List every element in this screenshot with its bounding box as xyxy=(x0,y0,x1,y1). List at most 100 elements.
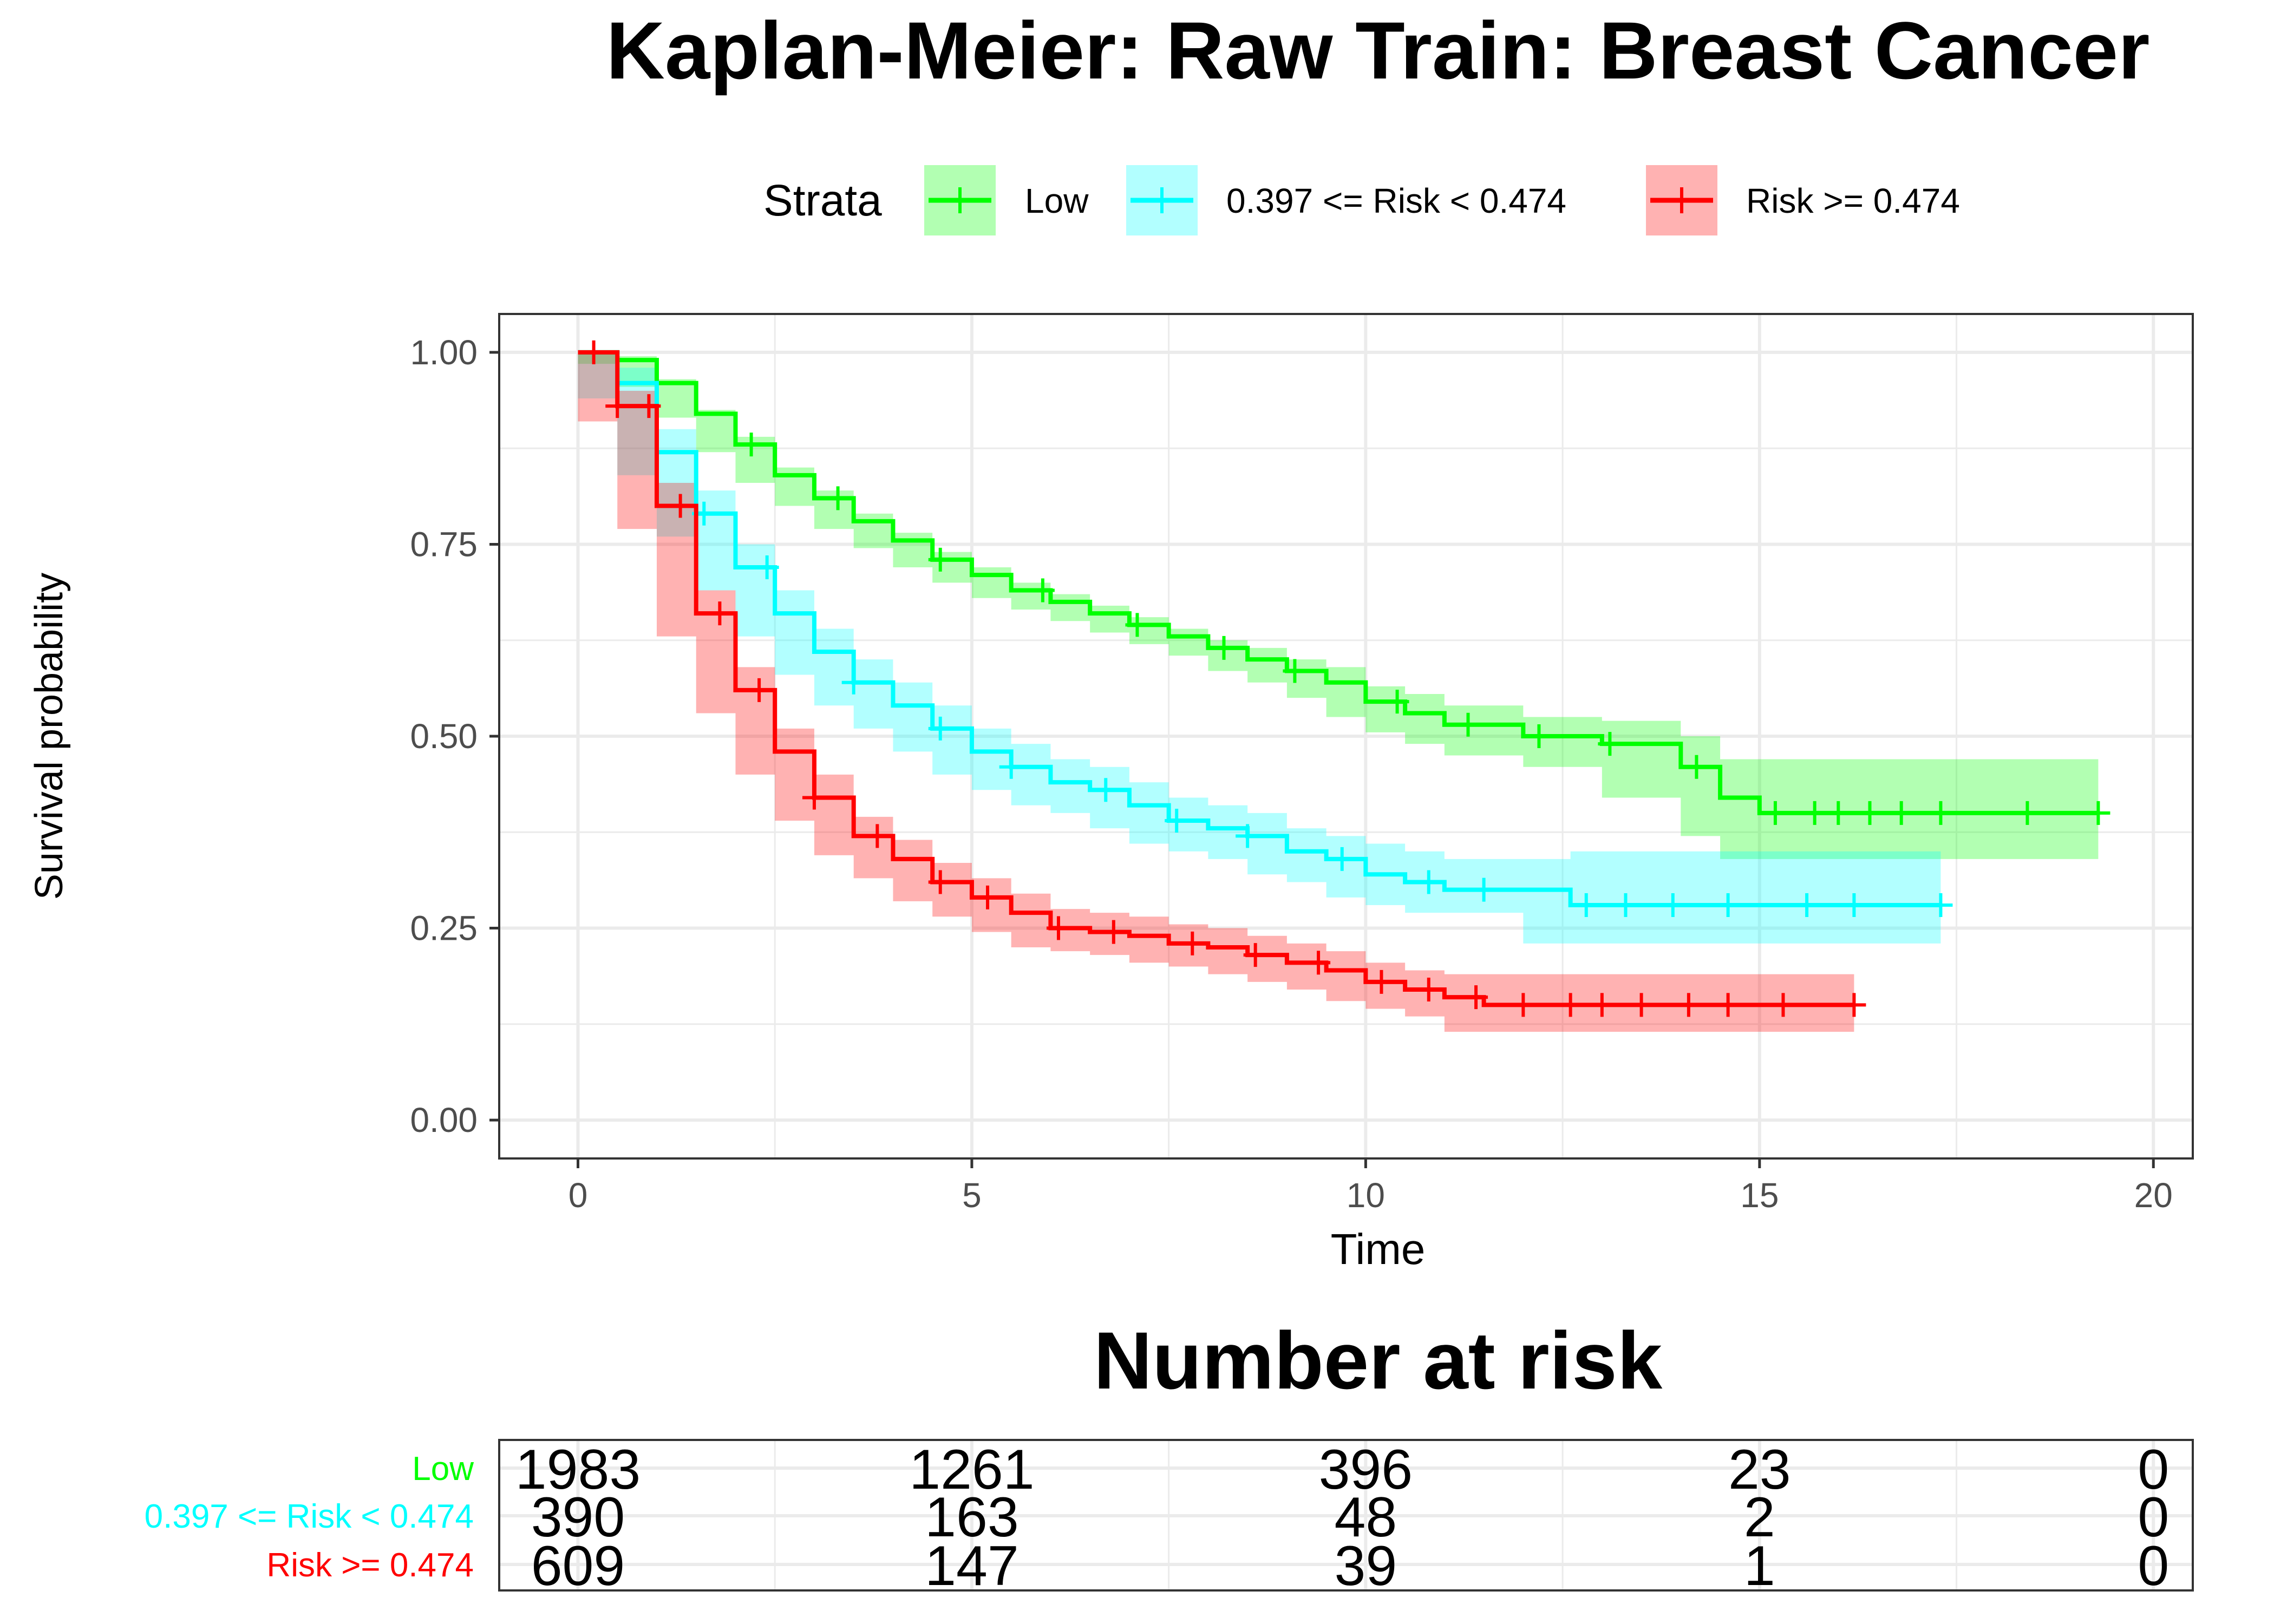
censor-mark xyxy=(1802,801,1827,825)
y-axis-title: Survival probability xyxy=(28,573,71,900)
censor-mark xyxy=(1842,993,1866,1017)
y-tick-label: 0.50 xyxy=(410,717,478,756)
y-tick-label: 0.25 xyxy=(410,909,478,948)
x-tick-label: 0 xyxy=(568,1176,588,1215)
y-tick-label: 0.75 xyxy=(410,525,478,564)
plot-area: 0 5 10 15 20 0.00 0.25 0.50 0.75 1.00 xyxy=(410,313,2194,1215)
risk-count: 1983 xyxy=(515,1438,641,1501)
risk-table: Low 1983 1261 396 23 0 0.397 <= Risk < 0.474 39… xyxy=(145,1438,2194,1597)
censor-mark xyxy=(1716,993,1740,1017)
censor-mark xyxy=(1929,801,1953,825)
table-border xyxy=(498,1439,2194,1592)
confidence-band xyxy=(578,352,1941,944)
censor-mark xyxy=(1795,893,1819,917)
risk-row-label: Risk >= 0.474 xyxy=(266,1547,474,1584)
censor-mark xyxy=(802,785,826,810)
censor-mark xyxy=(1527,724,1551,748)
y-tick-label: 1.00 xyxy=(410,333,478,372)
censor-mark xyxy=(1101,920,1126,944)
censor-mark xyxy=(928,716,952,741)
censor-mark xyxy=(1243,943,1267,967)
legend-label: 0.397 <= Risk < 0.474 xyxy=(1226,181,1566,220)
censor-mark xyxy=(1306,951,1331,975)
confidence-band xyxy=(578,352,2099,859)
legend-title: Strata xyxy=(763,176,882,225)
censor-mark xyxy=(1661,893,1685,917)
censor-mark xyxy=(1464,985,1488,1010)
censor-mark xyxy=(637,394,661,418)
censor-mark xyxy=(605,394,630,418)
censor-mark xyxy=(1030,578,1055,603)
censor-mark xyxy=(1236,824,1260,848)
censor-mark xyxy=(999,755,1023,779)
legend-label: Low xyxy=(1025,181,1089,220)
x-tick-label: 20 xyxy=(2134,1176,2173,1215)
risk-count: 396 xyxy=(1319,1438,1413,1501)
censor-mark xyxy=(1574,893,1598,917)
risk-count: 23 xyxy=(1728,1438,1791,1501)
censor-mark xyxy=(1590,993,1614,1017)
x-tick-label: 15 xyxy=(1740,1176,1779,1215)
x-tick-label: 10 xyxy=(1347,1176,1385,1215)
censor-mark xyxy=(1330,847,1354,871)
censor-mark xyxy=(1929,893,1953,917)
risk-count: 0 xyxy=(2138,1438,2169,1501)
legend: Strata Low 0.397 <= Risk < 0.474 Risk >= 0.… xyxy=(763,165,1960,235)
risk-count: 48 xyxy=(1335,1486,1397,1549)
censor-mark xyxy=(1416,870,1441,894)
censor-mark xyxy=(1676,993,1701,1017)
censor-mark xyxy=(1180,931,1205,955)
censor-mark xyxy=(2015,801,2040,825)
censor-mark xyxy=(1369,970,1394,994)
x-tick-label: 5 xyxy=(962,1176,982,1215)
risk-count: 609 xyxy=(531,1535,625,1597)
risk-count: 39 xyxy=(1335,1535,1397,1597)
censor-mark xyxy=(1212,636,1236,660)
censor-mark xyxy=(865,824,890,848)
risk-count: 2 xyxy=(1744,1486,1775,1549)
censor-mark xyxy=(1858,801,1882,825)
censor-mark xyxy=(1416,978,1441,1001)
survival-curve xyxy=(578,350,2099,815)
censor-mark xyxy=(1385,690,1409,714)
risk-count: 1261 xyxy=(909,1438,1034,1501)
censor-mark xyxy=(928,870,952,894)
censor-mark xyxy=(755,555,779,579)
censor-mark xyxy=(1826,801,1851,825)
censor-mark xyxy=(1842,893,1866,917)
censor-mark xyxy=(1629,993,1654,1017)
censor-mark xyxy=(1598,732,1622,756)
censor-mark xyxy=(747,678,772,702)
censor-mark xyxy=(928,547,952,572)
risk-row-label: Low xyxy=(412,1450,474,1488)
censor-mark xyxy=(581,340,606,364)
censor-mark xyxy=(1613,893,1638,917)
censor-mark xyxy=(1165,809,1189,833)
censor-mark xyxy=(1456,712,1480,737)
risk-count: 390 xyxy=(531,1486,625,1549)
censor-mark xyxy=(1125,613,1149,637)
censor-mark xyxy=(1889,801,1913,825)
censor-mark xyxy=(668,494,692,518)
censor-mark xyxy=(708,601,732,626)
censor-mark xyxy=(826,486,850,510)
risk-count: 0 xyxy=(2138,1535,2169,1597)
risk-count: 1 xyxy=(1744,1535,1775,1597)
chart-title: Kaplan-Meier: Raw Train: Breast Cancer xyxy=(606,5,2150,96)
legend-label: Risk >= 0.474 xyxy=(1746,181,1960,220)
x-axis-title: Time xyxy=(1331,1225,1426,1273)
censor-mark xyxy=(1684,755,1709,779)
censor-mark xyxy=(1283,659,1307,683)
censor-mark xyxy=(2086,801,2110,825)
censor-mark xyxy=(1472,878,1496,902)
censor-mark xyxy=(739,433,763,457)
risk-row-label: 0.397 <= Risk < 0.474 xyxy=(145,1498,474,1535)
confidence-band xyxy=(578,352,1854,1032)
risk-count: 147 xyxy=(925,1535,1019,1597)
censor-mark xyxy=(976,885,1000,909)
censor-mark xyxy=(1046,916,1070,940)
censor-mark xyxy=(1763,801,1787,825)
risk-table-title: Number at risk xyxy=(1094,1315,1663,1406)
censor-mark xyxy=(1558,993,1583,1017)
